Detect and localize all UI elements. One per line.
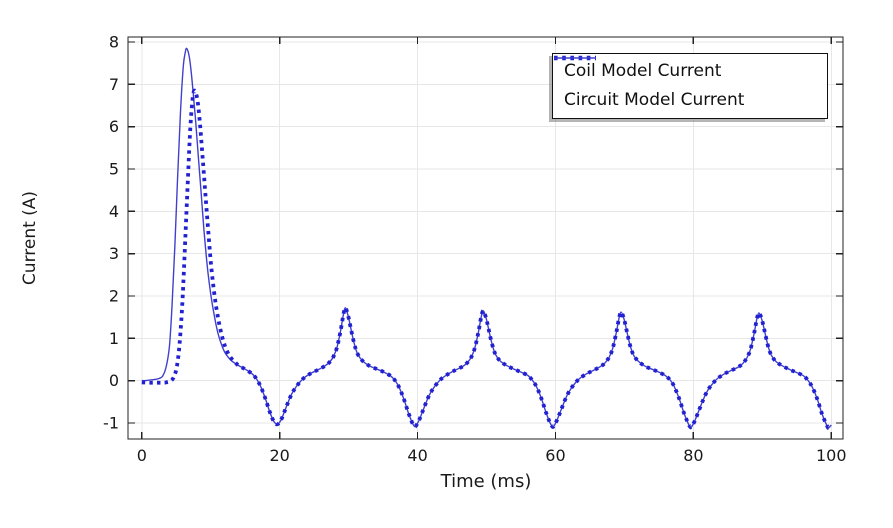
y-tick-label: 0 [109, 371, 119, 390]
y-tick-label: 1 [109, 329, 119, 348]
x-tick-label: 100 [816, 446, 847, 465]
plot-frame [127, 36, 844, 440]
y-tick-label: 2 [109, 286, 119, 305]
x-tick-label: 60 [545, 446, 565, 465]
x-tick-label: 80 [683, 446, 703, 465]
y-tick-label: 7 [109, 75, 119, 94]
solid-line-sample-icon [554, 57, 596, 59]
x-axis-title: Time (ms) [440, 471, 532, 492]
legend-label: Circuit Model Current [564, 90, 745, 110]
legend: Coil Model Current Circuit Model Current [552, 53, 828, 119]
legend-item-coil-model-current: Coil Model Current [554, 55, 827, 84]
y-axis-title: Current (A) [20, 190, 40, 286]
x-tick-label: 20 [270, 446, 290, 465]
y-tick-label: 4 [109, 202, 119, 221]
y-tick-label: 6 [109, 117, 119, 136]
x-tick-label: 0 [137, 446, 147, 465]
x-tick-label: 40 [407, 446, 427, 465]
y-tick-label: 8 [109, 33, 119, 52]
y-tick-label: 3 [109, 244, 119, 263]
y-tick-label: -1 [103, 413, 119, 432]
legend-item-circuit-model-current: Circuit Model Current [554, 57, 827, 113]
legend-label: Coil Model Current [564, 61, 722, 81]
y-tick-label: 5 [109, 160, 119, 179]
series-coil-model-current [141, 88, 833, 430]
